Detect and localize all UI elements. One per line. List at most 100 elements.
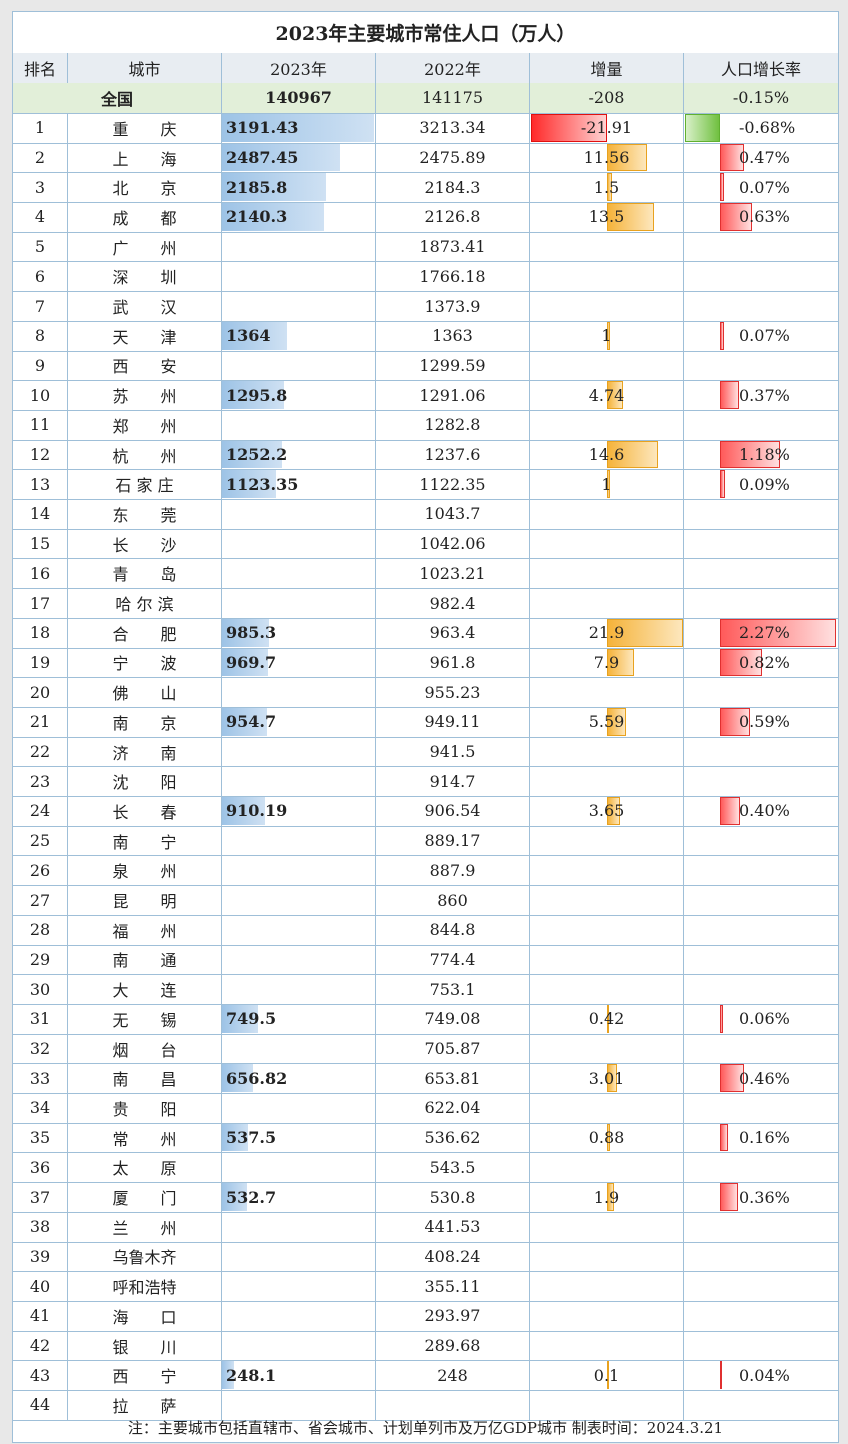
growth-rate-bar (720, 381, 739, 409)
increase-cell: 1 (530, 469, 684, 500)
growth-rate-cell (684, 1034, 838, 1064)
growth-rate-value: 0.40% (739, 801, 790, 821)
rank-cell: 28 (13, 914, 68, 945)
increase-cell (530, 677, 684, 707)
pop-2022-cell: 844.8 (376, 914, 530, 945)
growth-rate-value: 0.46% (739, 1068, 790, 1088)
table-row: 34 贵 阳 622.04 (13, 1093, 838, 1124)
city-cell: 西 宁 (68, 1360, 222, 1391)
pop-2023-cell (222, 1271, 376, 1301)
rank-cell: 4 (13, 202, 68, 232)
rank-cell: 43 (13, 1360, 68, 1391)
increase-cell (530, 528, 684, 559)
city-cell: 福 州 (68, 914, 222, 945)
table-row: 16 青 岛 1023.21 (13, 558, 838, 590)
pop-2022-cell: 1299.59 (376, 350, 530, 381)
pop-2023-cell (222, 1301, 376, 1331)
pop-2023-cell (222, 944, 376, 975)
increase-cell: 14.6 (530, 439, 684, 470)
increase-cell: 3.01 (530, 1063, 684, 1094)
header-row: 排名 城市 2023年 2022年 增量 人口增长率 (13, 53, 838, 84)
city-cell: 长 春 (68, 796, 222, 826)
pop-2023-bar (222, 321, 287, 350)
pop-2023-cell (222, 291, 376, 321)
pop-2023-value: 2487.45 (226, 148, 299, 168)
pop-2022-cell: 941.5 (376, 736, 530, 767)
pop-2023-cell (222, 558, 376, 589)
increase-value: 21.9 (588, 623, 625, 643)
table-row: 32 烟 台 705.87 (13, 1033, 838, 1065)
rank-cell: 38 (13, 1211, 68, 1242)
pop-2022-cell: 963.4 (376, 617, 530, 648)
growth-rate-cell: -0.68% (684, 113, 838, 143)
increase-cell (530, 974, 684, 1004)
growth-rate-bar (720, 440, 781, 469)
increase-cell (530, 766, 684, 797)
city-cell: 宁 波 (68, 647, 222, 678)
increase-cell (530, 855, 684, 886)
pop-2022-cell: 749.08 (376, 1004, 530, 1034)
pop-2023-bar (222, 1361, 234, 1390)
pop-2023-cell (222, 1390, 376, 1420)
growth-rate-cell (684, 974, 838, 1004)
pop-2023-value: 532.7 (226, 1187, 277, 1207)
pop-2023-bar (222, 797, 266, 825)
rank-cell: 39 (13, 1241, 68, 1272)
growth-rate-cell (684, 677, 838, 707)
city-cell: 南 通 (68, 944, 222, 975)
increase-value: 5.59 (588, 712, 625, 732)
increase-cell: 1.9 (530, 1182, 684, 1212)
national-row: 全国 140967 141175 -208 -0.15% (13, 83, 838, 114)
city-cell: 合 肥 (68, 617, 222, 648)
growth-rate-cell: 0.47% (684, 143, 838, 173)
increase-value: 1 (601, 326, 612, 346)
increase-bar (607, 381, 624, 409)
pop-2023-cell (222, 1330, 376, 1361)
pop-2023-cell (222, 528, 376, 559)
pop-2023-cell: 1123.35 (222, 469, 376, 500)
pop-2023-bar (222, 173, 327, 202)
pop-2023-bar (222, 1064, 254, 1093)
growth-rate-bar (720, 173, 724, 202)
pop-2023-bar (222, 618, 269, 647)
growth-rate-value: 0.07% (739, 177, 790, 197)
growth-rate-cell (684, 291, 838, 321)
city-cell: 贵 阳 (68, 1093, 222, 1123)
increase-cell (530, 499, 684, 529)
growth-rate-cell: 0.46% (684, 1063, 838, 1093)
table-row: 33 南 昌 656.82 653.81 3.01 0.46% (13, 1063, 838, 1095)
growth-rate-value: 0.06% (739, 1009, 790, 1029)
pop-2023-bar (222, 114, 374, 142)
growth-rate-value: 2.27% (739, 623, 790, 643)
header-2023: 2023年 (222, 53, 376, 83)
increase-cell: 0.1 (530, 1360, 684, 1391)
growth-rate-value: -0.68% (739, 118, 796, 138)
pop-2023-cell (222, 1211, 376, 1242)
increase-cell: 5.59 (530, 707, 684, 737)
increase-value: 1 (601, 474, 612, 494)
pop-2023-cell (222, 766, 376, 797)
city-cell: 上 海 (68, 142, 222, 173)
city-cell: 南 昌 (68, 1063, 222, 1094)
increase-cell (530, 825, 684, 856)
pop-2023-cell: 1295.8 (222, 380, 376, 410)
rank-cell: 36 (13, 1152, 68, 1183)
rank-cell: 29 (13, 944, 68, 975)
city-cell: 广 州 (68, 231, 222, 262)
pop-2023-value: 248.1 (226, 1365, 277, 1385)
growth-rate-cell (684, 559, 838, 589)
growth-rate-value: 0.59% (739, 712, 790, 732)
growth-rate-cell (684, 410, 838, 440)
increase-bar (607, 470, 611, 499)
pop-2022-cell: 1043.7 (376, 499, 530, 529)
rank-cell: 10 (13, 380, 68, 410)
city-cell: 哈 尔 滨 (68, 588, 222, 618)
increase-cell (530, 944, 684, 975)
increase-cell (530, 588, 684, 618)
pop-2023-value: 656.82 (226, 1068, 288, 1088)
increase-cell (530, 1301, 684, 1331)
increase-bar (607, 321, 611, 350)
increase-value: 0.88 (588, 1128, 625, 1148)
pop-2023-cell (222, 855, 376, 886)
